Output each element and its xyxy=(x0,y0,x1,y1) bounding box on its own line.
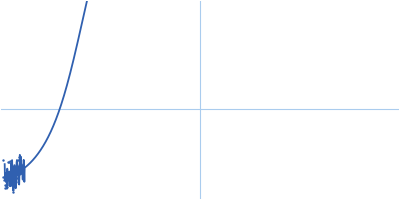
Point xyxy=(4,186,10,189)
Point xyxy=(4,160,11,163)
Point xyxy=(0,176,6,179)
Point xyxy=(16,163,22,167)
Point xyxy=(9,175,16,178)
Point xyxy=(0,158,6,162)
Point xyxy=(5,177,12,180)
Point xyxy=(7,159,13,163)
Point xyxy=(2,185,9,188)
Point xyxy=(12,168,18,171)
Point xyxy=(1,179,7,182)
Point xyxy=(9,166,15,169)
Point xyxy=(2,186,8,189)
Point xyxy=(6,160,13,163)
Point xyxy=(6,173,12,176)
Point xyxy=(13,173,20,177)
Point xyxy=(12,181,19,184)
Point xyxy=(10,190,16,193)
Point xyxy=(15,158,21,161)
Point xyxy=(11,166,17,169)
Point xyxy=(8,170,14,173)
Point xyxy=(14,174,21,177)
Point xyxy=(17,164,23,167)
Point xyxy=(8,176,14,179)
Point xyxy=(1,183,8,187)
Point xyxy=(3,177,10,181)
Point xyxy=(14,177,20,180)
Point xyxy=(18,163,24,166)
Point xyxy=(16,155,22,159)
Point xyxy=(11,164,18,167)
